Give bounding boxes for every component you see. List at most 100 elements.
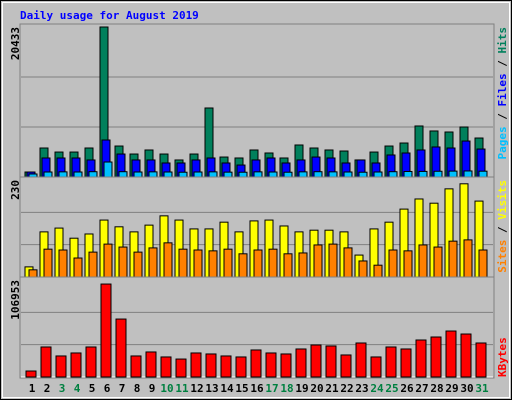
bar [208, 250, 218, 278]
bar [130, 355, 142, 378]
bar [40, 346, 52, 378]
bar [100, 283, 112, 378]
bar [415, 339, 427, 378]
bar [250, 349, 262, 378]
bar [400, 348, 412, 378]
bar [265, 352, 277, 378]
legend-entry: KBytes [496, 337, 509, 377]
bar [343, 171, 353, 178]
x-tick-label: 18 [280, 382, 293, 395]
bar [88, 251, 98, 278]
bar [295, 348, 307, 378]
x-tick-label: 16 [250, 382, 264, 395]
bar [178, 248, 188, 278]
bar [418, 170, 428, 178]
bar [475, 342, 487, 378]
bar [160, 356, 172, 378]
x-tick-label: 6 [104, 382, 111, 395]
bar [103, 161, 113, 178]
bar [43, 248, 53, 278]
x-tick-label: 5 [89, 382, 96, 395]
x-tick-label: 15 [235, 382, 248, 395]
bar [190, 352, 202, 378]
x-tick-label: 3 [59, 382, 66, 395]
bar [388, 249, 398, 278]
bar [433, 170, 443, 178]
legend-entry: Hits [496, 27, 509, 54]
bar [178, 171, 188, 178]
bar [253, 171, 263, 178]
bar [193, 171, 203, 178]
x-tick-label: 10 [160, 382, 173, 395]
x-tick-label: 19 [295, 382, 308, 395]
bar [280, 353, 292, 378]
bar [388, 171, 398, 178]
bar [343, 247, 353, 278]
bar [310, 344, 322, 378]
bar [73, 257, 83, 278]
bar [358, 171, 368, 178]
x-tick-label: 2 [44, 382, 51, 395]
bar [358, 260, 368, 278]
bar [148, 247, 158, 278]
bar [133, 251, 143, 278]
bar [385, 346, 397, 378]
bar [43, 171, 53, 178]
bar [145, 351, 157, 378]
bar [373, 171, 383, 178]
bar [313, 244, 323, 278]
x-tick-label: 1 [29, 382, 36, 395]
legend-separator: / [496, 107, 509, 127]
x-tick-label: 22 [340, 382, 353, 395]
bar [220, 355, 232, 378]
bar [163, 242, 173, 278]
bar [328, 171, 338, 178]
bar [115, 318, 127, 378]
x-tick-label: 26 [400, 382, 414, 395]
bar [448, 170, 458, 178]
legend-entry: Visits [496, 180, 509, 220]
bar [298, 171, 308, 178]
bar [28, 269, 38, 278]
x-tick-label: 17 [265, 382, 278, 395]
bar [325, 345, 337, 378]
bar [463, 239, 473, 278]
x-tick-label: 11 [175, 382, 189, 395]
bar [148, 171, 158, 178]
x-tick-label: 23 [355, 382, 368, 395]
bar [85, 346, 97, 378]
bar [328, 243, 338, 278]
legend-entry: Pages [496, 126, 509, 159]
bar [445, 330, 457, 378]
bar [235, 356, 247, 378]
bar [223, 171, 233, 178]
legend-entry: Files [496, 73, 509, 106]
bar [58, 249, 68, 278]
bar [448, 240, 458, 278]
bar [88, 171, 98, 178]
x-tick-label: 14 [220, 382, 234, 395]
bar [268, 248, 278, 278]
legend: KBytes [496, 337, 509, 377]
bar [58, 171, 68, 178]
bar [460, 333, 472, 378]
bar [118, 171, 128, 178]
bar [73, 171, 83, 178]
x-tick-label: 12 [190, 382, 203, 395]
x-tick-label: 24 [370, 382, 384, 395]
bar [403, 170, 413, 178]
bar [238, 253, 248, 278]
bar [370, 356, 382, 378]
x-tick-label: 30 [460, 382, 473, 395]
bar [55, 355, 67, 378]
bar [25, 370, 37, 378]
bar [373, 264, 383, 278]
bar [118, 246, 128, 278]
bar [283, 253, 293, 278]
x-tick-label: 4 [74, 382, 81, 395]
bar [478, 249, 488, 278]
bar [340, 354, 352, 378]
x-tick-label: 25 [385, 382, 398, 395]
